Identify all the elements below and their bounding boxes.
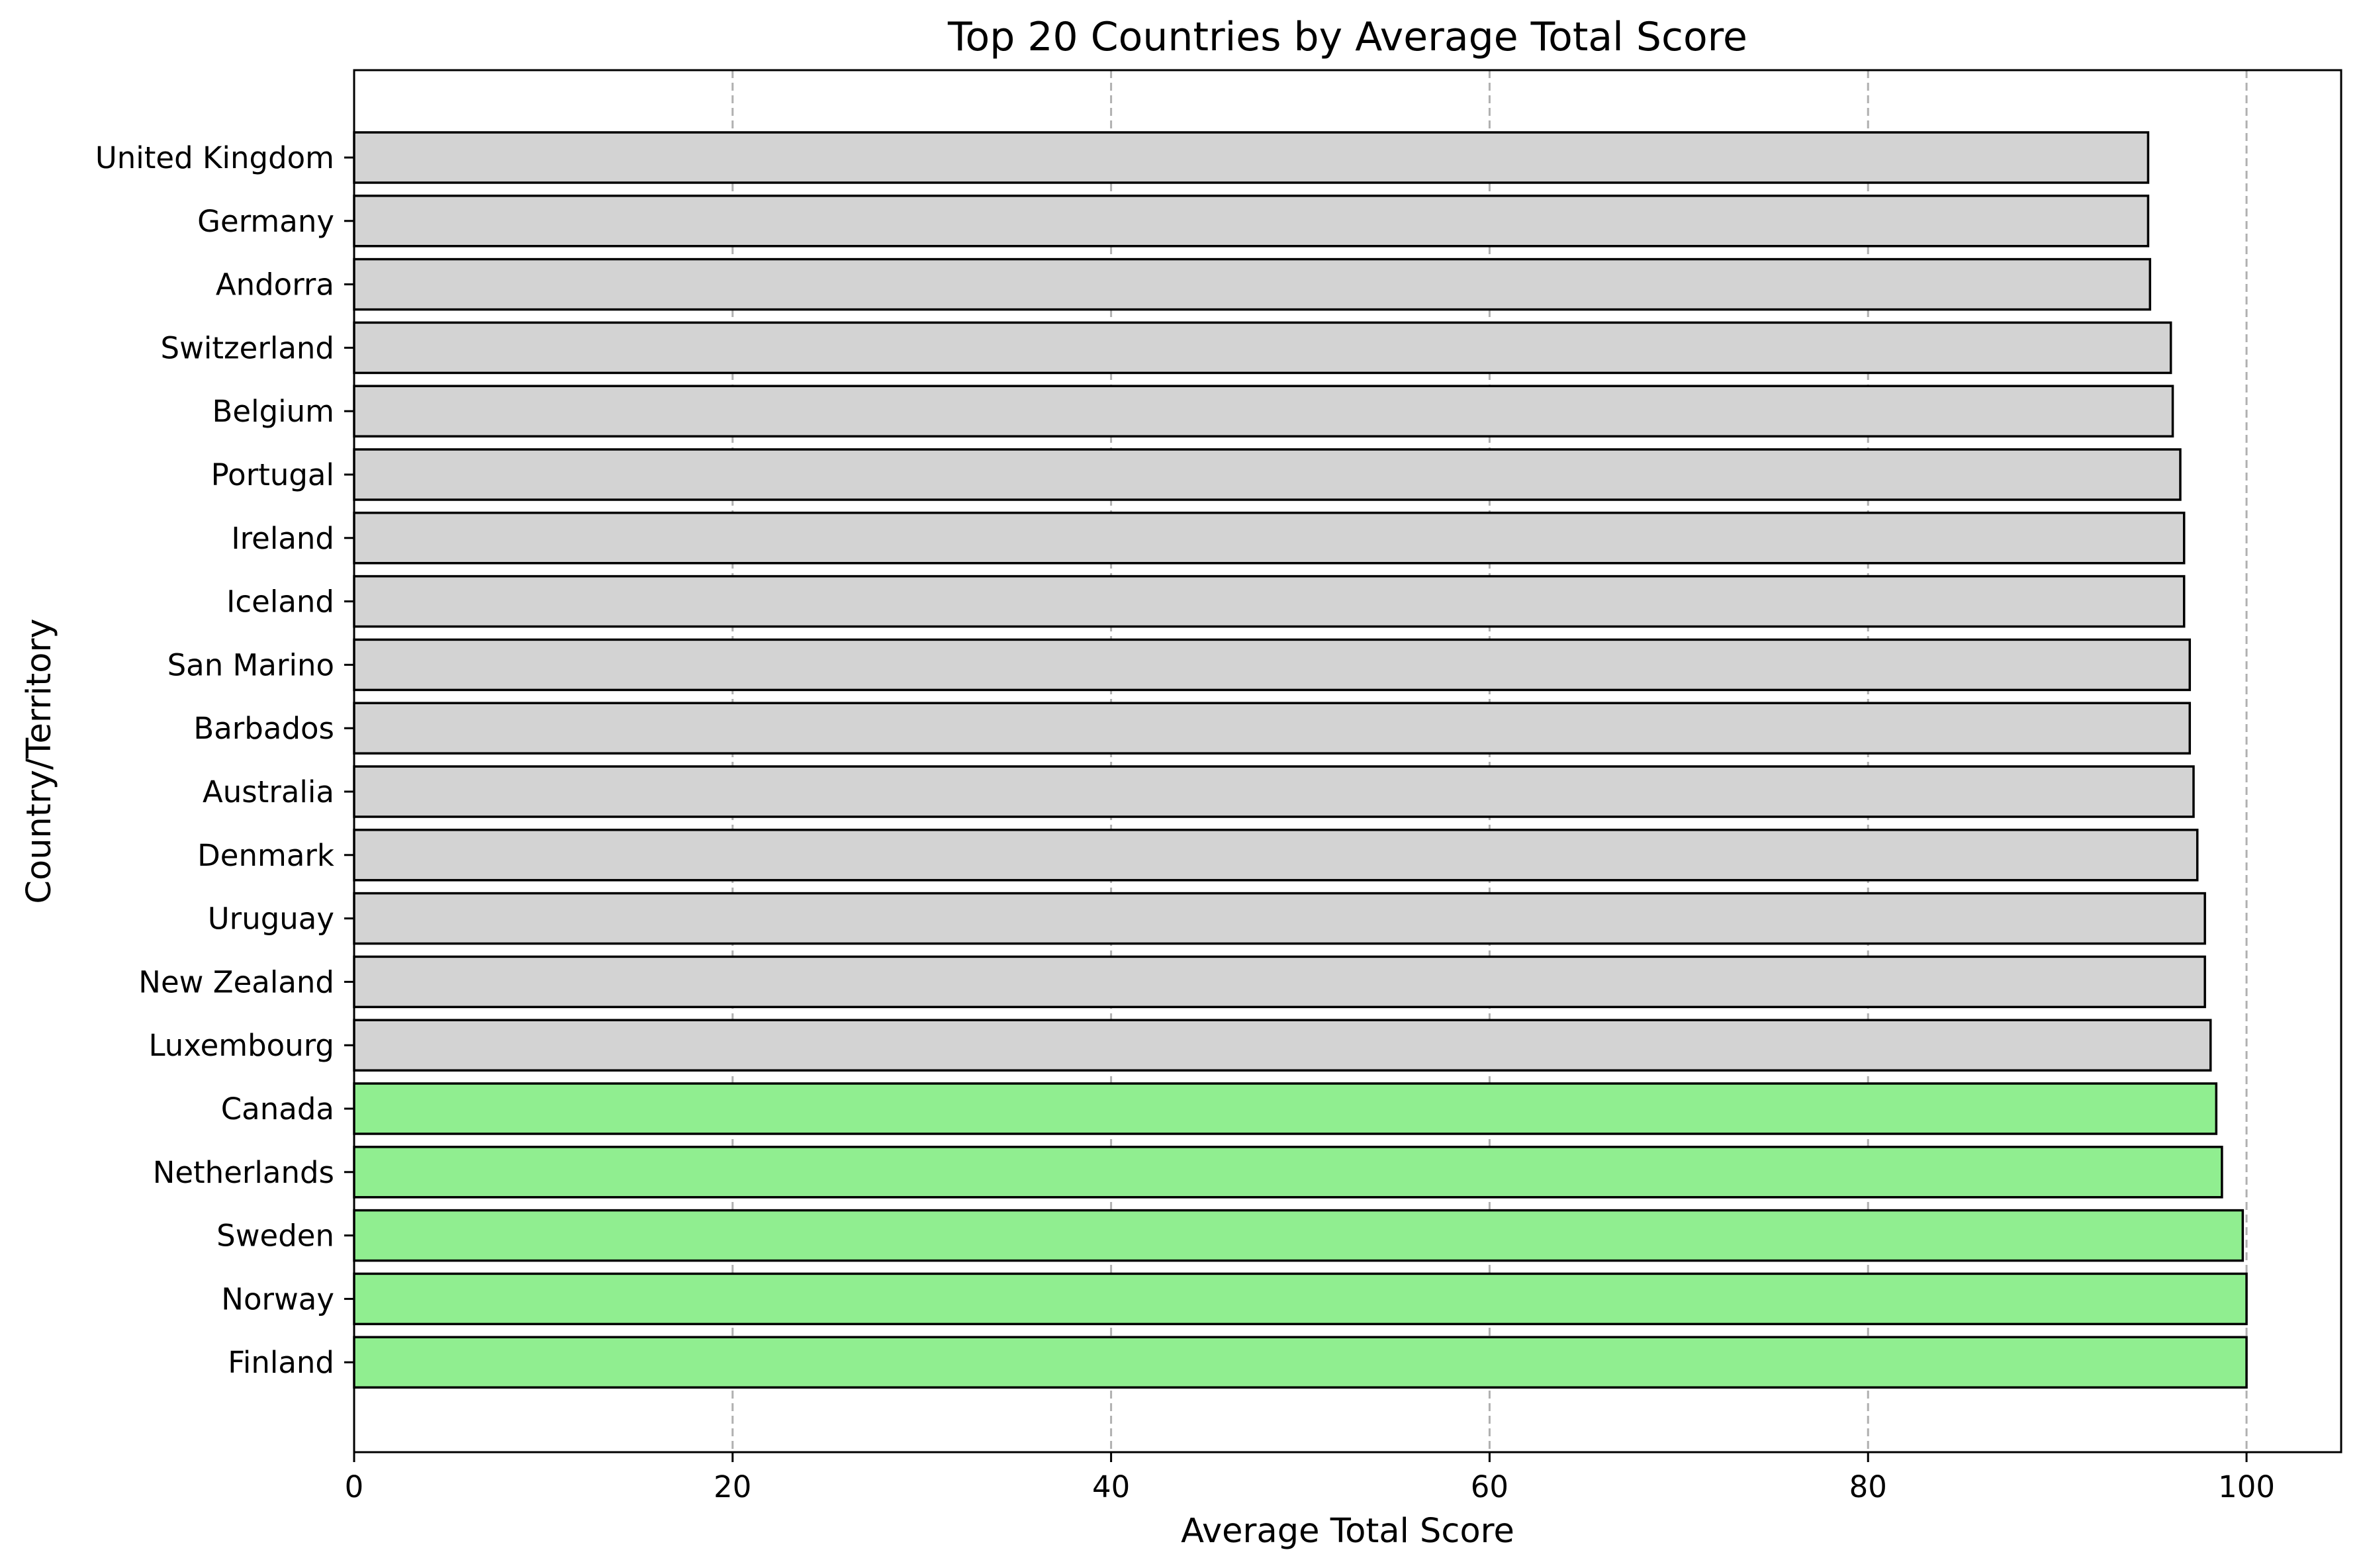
y-tick-label-iceland: Iceland — [226, 584, 334, 620]
y-axis-label: Country/Territory — [20, 618, 59, 903]
y-tick-label-new-zealand: New Zealand — [138, 964, 334, 999]
x-tick-label-100: 100 — [2218, 1469, 2275, 1504]
y-tick-label-sweden: Sweden — [216, 1219, 334, 1254]
chart-title: Top 20 Countries by Average Total Score — [947, 14, 1747, 60]
bar-new-zealand — [353, 955, 2206, 1009]
bar-barbados — [353, 702, 2192, 755]
x-tick-label-40: 40 — [1092, 1469, 1130, 1504]
y-tick-label-germany: Germany — [197, 204, 334, 239]
bar-sweden — [353, 1209, 2245, 1262]
y-tick-label-united-kingdom: United Kingdom — [95, 140, 334, 175]
bars — [353, 131, 2248, 1389]
y-tick-label-andorra: Andorra — [216, 267, 334, 302]
bar-australia — [353, 765, 2195, 818]
y-tick-label-luxembourg: Luxembourg — [149, 1028, 334, 1063]
y-tick-label-netherlands: Netherlands — [153, 1155, 334, 1190]
x-axis-label: Average Total Score — [1181, 1512, 1514, 1551]
y-axis-ticks: United Kingdom Germany Andorra Switzerland B… — [95, 140, 354, 1380]
bar-luxembourg — [353, 1019, 2212, 1072]
bar-denmark — [353, 829, 2199, 882]
y-tick-label-norway: Norway — [221, 1281, 334, 1316]
y-tick-label-denmark: Denmark — [197, 838, 334, 873]
bar-finland — [353, 1336, 2248, 1389]
y-tick-label-uruguay: Uruguay — [208, 901, 334, 937]
x-tick-label-20: 20 — [714, 1469, 751, 1504]
y-tick-label-portugal: Portugal — [211, 457, 334, 492]
x-tick-label-0: 0 — [345, 1469, 364, 1504]
bar-ireland — [353, 512, 2186, 565]
bar-san-marino — [353, 638, 2192, 692]
bar-norway — [353, 1272, 2248, 1326]
y-tick-label-belgium: Belgium — [212, 394, 334, 429]
x-tick-label-60: 60 — [1471, 1469, 1508, 1504]
y-tick-label-ireland: Ireland — [231, 521, 334, 556]
y-tick-label-switzerland: Switzerland — [161, 330, 335, 365]
bar-germany — [353, 195, 2150, 248]
bar-portugal — [353, 448, 2182, 501]
bar-belgium — [353, 385, 2174, 438]
x-tick-label-80: 80 — [1849, 1469, 1887, 1504]
x-axis-ticks: 0 20 40 60 80 100 — [345, 1452, 2275, 1504]
bar-iceland — [353, 575, 2186, 628]
y-tick-label-barbados: Barbados — [193, 711, 334, 746]
y-tick-label-finland: Finland — [228, 1345, 334, 1380]
y-tick-label-san-marino: San Marino — [167, 647, 334, 682]
bar-andorra — [353, 257, 2151, 311]
y-tick-label-australia: Australia — [203, 774, 334, 809]
y-tick-label-canada: Canada — [221, 1091, 334, 1127]
bar-uruguay — [353, 892, 2206, 945]
bar-netherlands — [353, 1146, 2223, 1199]
bar-switzerland — [353, 321, 2172, 375]
plot-frame — [353, 69, 2342, 1453]
bar-canada — [353, 1082, 2218, 1135]
bar-united-kingdom — [353, 131, 2150, 184]
